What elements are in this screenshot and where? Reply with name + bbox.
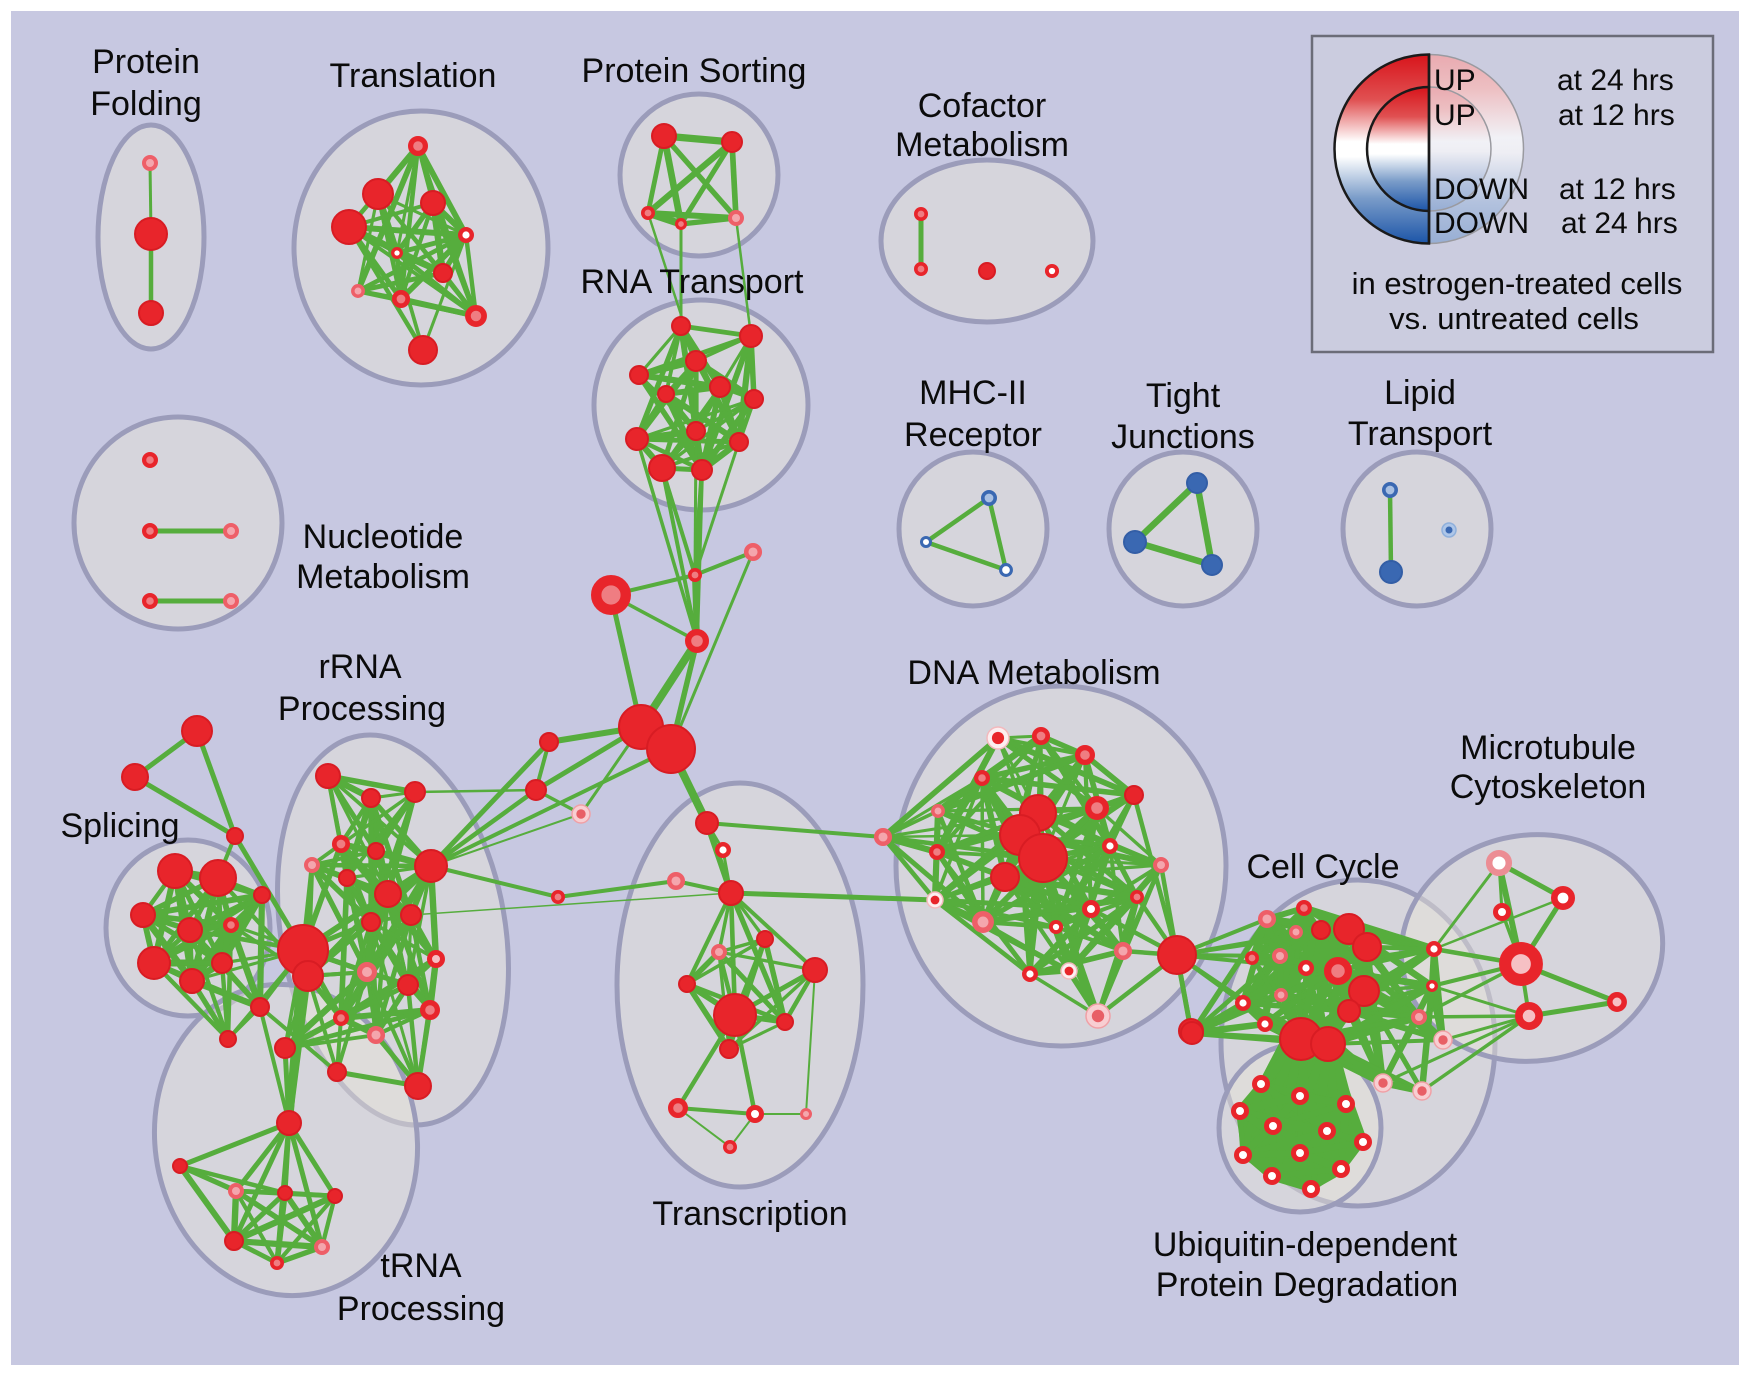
svg-text:MHC-II: MHC-II: [919, 374, 1027, 412]
svg-text:Processing: Processing: [278, 690, 446, 728]
svg-text:Protein Sorting: Protein Sorting: [582, 52, 807, 90]
svg-text:in estrogen-treated cells: in estrogen-treated cells: [1352, 266, 1683, 301]
svg-text:Junctions: Junctions: [1111, 418, 1255, 456]
svg-text:Metabolism: Metabolism: [895, 126, 1069, 164]
svg-text:at 12 hrs: at 12 hrs: [1559, 173, 1676, 206]
svg-text:Receptor: Receptor: [904, 416, 1042, 454]
svg-text:tRNA: tRNA: [380, 1247, 462, 1285]
svg-text:DNA Metabolism: DNA Metabolism: [907, 654, 1160, 692]
svg-text:Transcription: Transcription: [652, 1195, 847, 1233]
svg-text:Processing: Processing: [337, 1290, 505, 1328]
svg-text:Microtubule: Microtubule: [1460, 729, 1636, 767]
svg-text:at 12 hrs: at 12 hrs: [1558, 99, 1675, 132]
svg-text:RNA Transport: RNA Transport: [581, 263, 805, 301]
svg-text:DOWN: DOWN: [1434, 207, 1529, 240]
svg-text:Nucleotide: Nucleotide: [303, 518, 464, 556]
svg-text:Cytoskeleton: Cytoskeleton: [1450, 768, 1647, 806]
svg-text:Translation: Translation: [330, 57, 497, 95]
svg-text:vs. untreated cells: vs. untreated cells: [1389, 301, 1639, 336]
svg-text:Lipid: Lipid: [1384, 374, 1456, 412]
svg-text:at 24 hrs: at 24 hrs: [1557, 64, 1674, 97]
svg-text:Metabolism: Metabolism: [296, 558, 470, 596]
svg-text:Cofactor: Cofactor: [918, 87, 1047, 125]
svg-text:UP: UP: [1434, 64, 1476, 97]
svg-text:Folding: Folding: [90, 85, 202, 123]
svg-text:Protein: Protein: [92, 43, 200, 81]
svg-text:DOWN: DOWN: [1434, 173, 1529, 206]
svg-text:Cell Cycle: Cell Cycle: [1246, 848, 1399, 886]
svg-text:Splicing: Splicing: [60, 807, 179, 845]
svg-text:Transport: Transport: [1348, 415, 1493, 453]
svg-text:rRNA: rRNA: [318, 648, 401, 686]
svg-text:Protein Degradation: Protein Degradation: [1156, 1266, 1458, 1304]
svg-text:Ubiquitin-dependent: Ubiquitin-dependent: [1153, 1226, 1458, 1264]
svg-text:UP: UP: [1434, 99, 1476, 132]
svg-text:Tight: Tight: [1146, 377, 1221, 415]
svg-text:at 24 hrs: at 24 hrs: [1561, 207, 1678, 240]
